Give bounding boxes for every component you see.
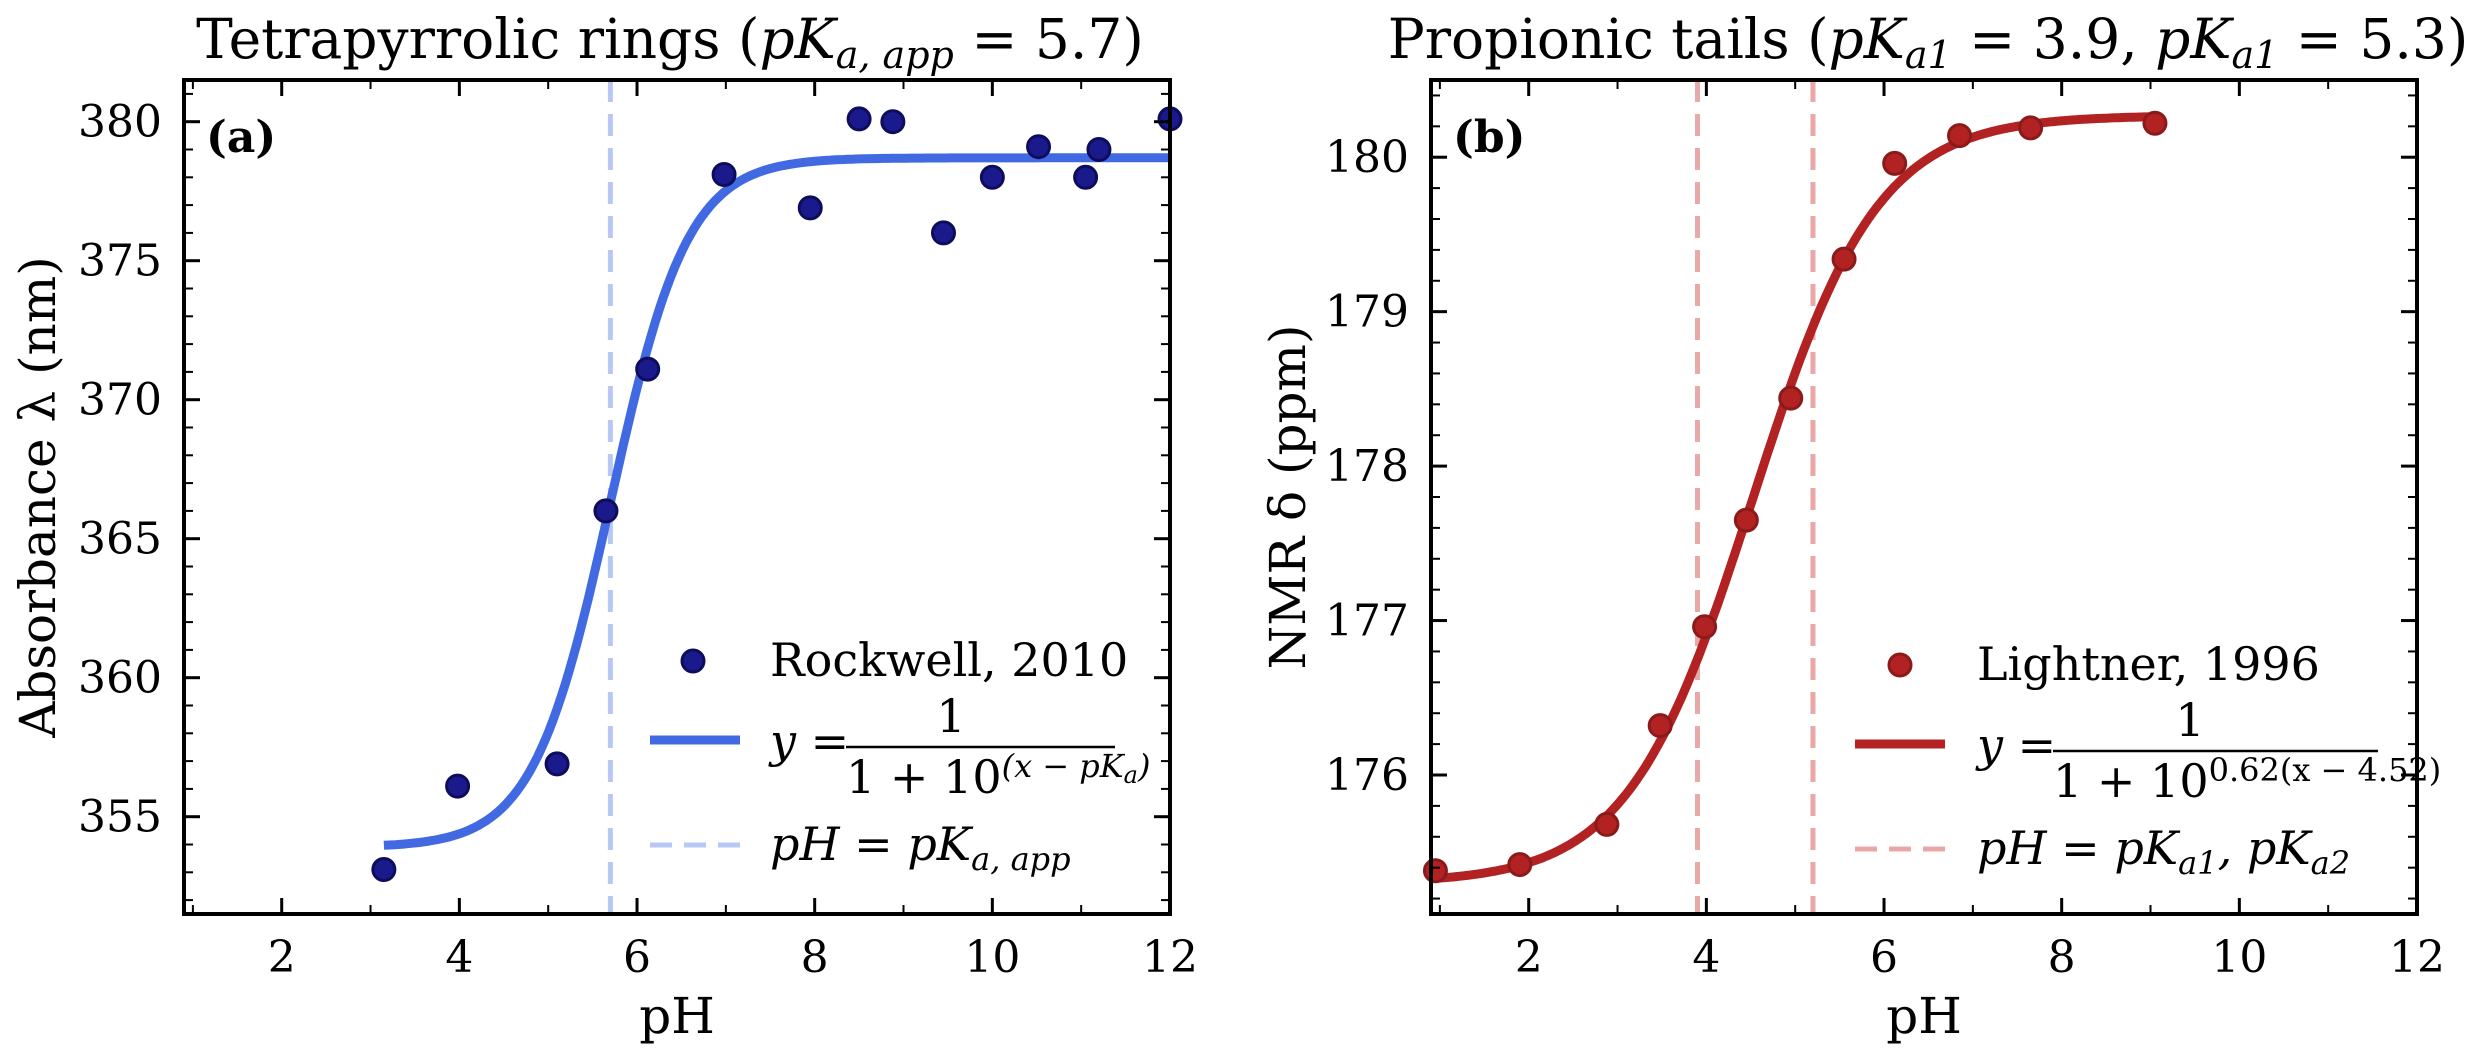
panel-a-data-point bbox=[445, 773, 471, 799]
panel-a-plot-area bbox=[371, 80, 1183, 914]
panel-a-x-axis-label: pH bbox=[639, 987, 715, 1045]
legend-label-fit-a: y = 1 1 + 10(x − pKa) bbox=[768, 689, 1150, 804]
panel-b-data-point bbox=[1947, 123, 1973, 149]
panel-a-data-point bbox=[544, 751, 570, 777]
svg-text:y =: y = bbox=[768, 714, 849, 768]
x-tick-label: 4 bbox=[1692, 932, 1720, 983]
y-tick-label: 180 bbox=[1325, 132, 1409, 183]
panel-b-plot-area bbox=[1422, 80, 2168, 914]
x-tick-label: 2 bbox=[1515, 932, 1543, 983]
y-tick-label: 360 bbox=[78, 653, 162, 704]
x-tick-label: 8 bbox=[801, 932, 829, 983]
panel-b-data-point bbox=[2018, 115, 2044, 141]
panel-b-data-point bbox=[1422, 858, 1448, 884]
panel-b-title: Propionic tails (pKa1 = 3.9, pKa1 = 5.3) bbox=[1388, 7, 2468, 77]
x-tick-label: 10 bbox=[2211, 932, 2267, 983]
y-tick-label: 380 bbox=[78, 97, 162, 148]
x-tick-label: 12 bbox=[1142, 932, 1198, 983]
x-tick-label: 8 bbox=[2048, 932, 2076, 983]
legend-label-lightner: Lightner, 1996 bbox=[1977, 637, 2320, 691]
y-tick-label: 355 bbox=[78, 792, 162, 843]
x-tick-label: 4 bbox=[445, 932, 473, 983]
panel-b-x-axis-label: pH bbox=[1886, 987, 1962, 1045]
panel-b-data-point bbox=[2142, 110, 2168, 136]
panel-a-data-point bbox=[593, 498, 619, 524]
y-tick-label: 370 bbox=[78, 375, 162, 426]
panel-b-ticks: 2 4 6 8 10 12 176 177 178 179 180 bbox=[1325, 80, 2445, 983]
y-tick-label: 178 bbox=[1325, 441, 1409, 492]
x-tick-label: 6 bbox=[1870, 932, 1898, 983]
panel-a: Tetrapyrrolic rings (pKa, app = 5.7) (a)… bbox=[9, 7, 1198, 1045]
panel-b-data-point bbox=[1831, 246, 1857, 272]
panel-a-data-point bbox=[1026, 134, 1052, 160]
panel-b-data-point bbox=[1692, 614, 1718, 640]
panel-a-data-point bbox=[797, 195, 823, 221]
x-tick-label: 6 bbox=[623, 932, 651, 983]
y-tick-label: 176 bbox=[1325, 750, 1409, 801]
panel-a-data-point bbox=[880, 109, 906, 135]
panel-a-label: (a) bbox=[206, 112, 276, 163]
panel-b-y-axis-label: NMR δ (ppm) bbox=[1259, 325, 1317, 670]
x-tick-label: 10 bbox=[964, 932, 1020, 983]
panel-a-data-point bbox=[1073, 164, 1099, 190]
svg-text:1: 1 bbox=[936, 689, 965, 743]
panel-a-data-point bbox=[711, 162, 737, 188]
panel-b-data-point bbox=[1778, 385, 1804, 411]
panel-a-legend: Rockwell, 2010 y = 1 1 + 10(x − pKa) pH … bbox=[650, 633, 1150, 878]
panel-b-legend: Lightner, 1996 y = 1 1 + 100.62(x − 4.52… bbox=[1855, 637, 2441, 882]
panel-b-data-point bbox=[1647, 713, 1673, 739]
panel-b-data-point bbox=[1507, 852, 1533, 878]
legend-label-vline-a: pH = pKa, app bbox=[770, 817, 1071, 878]
panel-a-data-point bbox=[371, 857, 397, 883]
x-tick-label: 12 bbox=[2389, 932, 2445, 983]
panel-a-data-point bbox=[1086, 137, 1112, 162]
legend-label-vline-b: pH = pKa1, pKa2 bbox=[1977, 821, 2350, 882]
legend-label-fit-b: y = 1 1 + 100.62(x − 4.52) bbox=[1975, 693, 2441, 808]
panel-b-data-point bbox=[1882, 150, 1908, 176]
svg-text:y =: y = bbox=[1975, 718, 2056, 772]
y-tick-label: 375 bbox=[78, 236, 162, 287]
panel-b-data-point bbox=[1733, 507, 1759, 533]
panel-a-data-point bbox=[979, 164, 1005, 190]
panel-a-y-axis-label: Absorbance λ (nm) bbox=[9, 256, 67, 739]
panel-a-title: Tetrapyrrolic rings (pKa, app = 5.7) bbox=[196, 7, 1144, 77]
legend-label-rockwell: Rockwell, 2010 bbox=[770, 633, 1128, 687]
panel-a-data-point bbox=[930, 220, 956, 246]
x-tick-label: 2 bbox=[268, 932, 296, 983]
legend-marker-rockwell bbox=[680, 648, 706, 674]
svg-text:1 + 100.62(x − 4.52): 1 + 100.62(x − 4.52) bbox=[2053, 751, 2441, 808]
panel-b-data-point bbox=[1594, 811, 1620, 837]
svg-text:1: 1 bbox=[2175, 693, 2204, 747]
y-tick-label: 365 bbox=[78, 514, 162, 565]
panel-a-data-point bbox=[846, 106, 872, 132]
panel-a-ticks: 2 4 6 8 10 12 355 360 365 370 375 380 bbox=[78, 80, 1198, 983]
svg-text:1 + 10(x − pKa): 1 + 10(x − pKa) bbox=[846, 747, 1150, 804]
panel-a-axes-frame bbox=[182, 78, 1172, 916]
y-tick-label: 177 bbox=[1325, 596, 1409, 647]
panel-b-label: (b) bbox=[1453, 112, 1525, 163]
panel-b: Propionic tails (pKa1 = 3.9, pKa1 = 5.3)… bbox=[1259, 7, 2468, 1045]
legend-marker-lightner bbox=[1887, 652, 1913, 678]
panel-a-data-point bbox=[635, 356, 661, 382]
y-tick-label: 179 bbox=[1325, 287, 1409, 338]
